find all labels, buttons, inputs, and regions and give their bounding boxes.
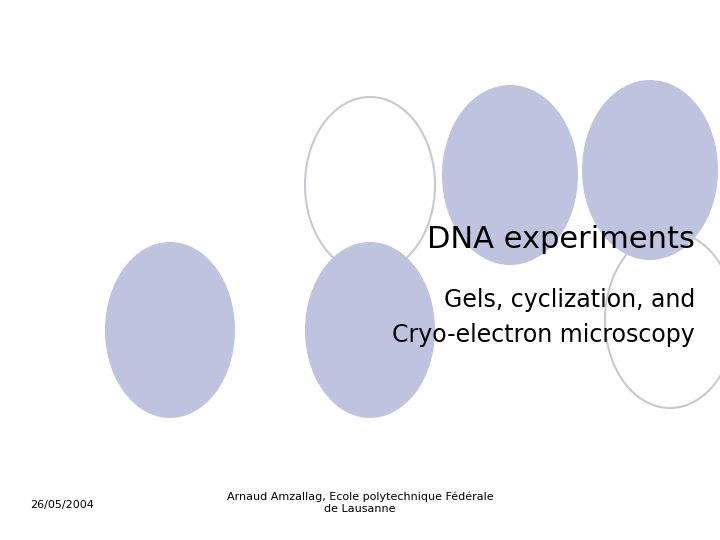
Text: Gels, cyclization, and: Gels, cyclization, and (444, 288, 695, 312)
Text: DNA experiments: DNA experiments (427, 226, 695, 254)
Ellipse shape (305, 242, 435, 418)
Text: 26/05/2004: 26/05/2004 (30, 500, 94, 510)
Ellipse shape (105, 242, 235, 418)
Text: Arnaud Amzallag, Ecole polytechnique Fédérale
de Lausanne: Arnaud Amzallag, Ecole polytechnique Féd… (227, 492, 493, 514)
Ellipse shape (582, 80, 718, 260)
Text: Cryo-electron microscopy: Cryo-electron microscopy (392, 323, 695, 347)
Ellipse shape (442, 85, 578, 265)
